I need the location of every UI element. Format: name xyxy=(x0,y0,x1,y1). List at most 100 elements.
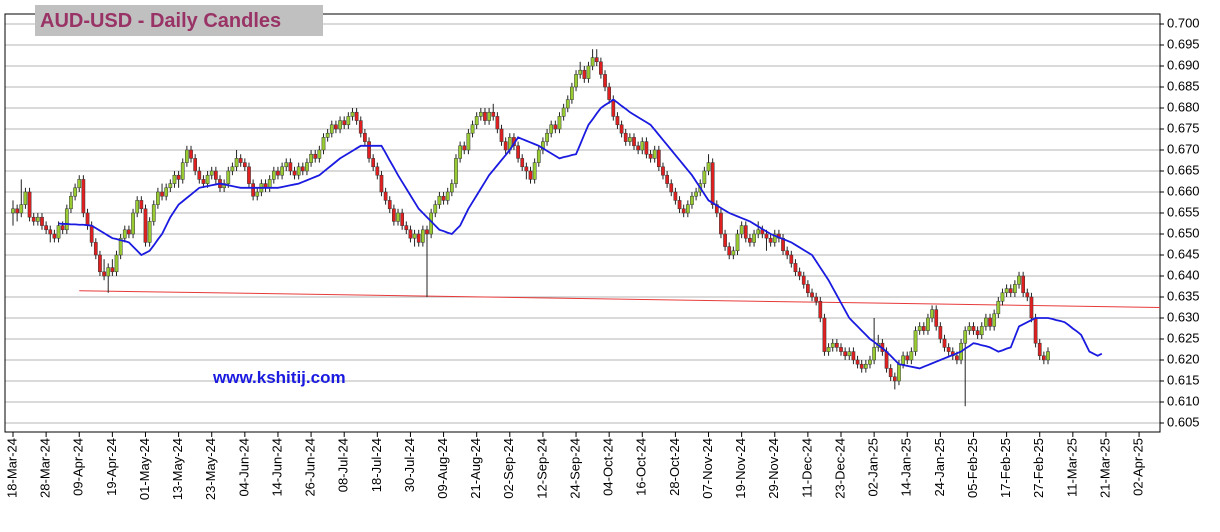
candle-body xyxy=(445,191,450,201)
chart-title: AUD-USD - Daily Candles xyxy=(40,10,281,32)
x-tick-label: 26-Jun-24 xyxy=(303,438,318,497)
candle-body xyxy=(1021,275,1026,294)
candle-body xyxy=(168,183,173,189)
candle-body xyxy=(847,351,852,357)
x-tick-label: 19-Nov-24 xyxy=(733,438,748,499)
candle-body xyxy=(11,208,15,214)
candle-body xyxy=(338,120,342,130)
candle-body xyxy=(685,204,690,214)
y-tick-label: 0.685 xyxy=(1167,78,1200,93)
candle-body xyxy=(640,141,645,151)
x-tick-label: 16-Oct-24 xyxy=(634,438,649,496)
candle-body xyxy=(843,351,847,357)
trendline xyxy=(79,290,1161,308)
candle-body xyxy=(789,254,794,264)
candle-body xyxy=(644,141,649,155)
marks xyxy=(11,49,1161,407)
x-tick-label: 23-May-24 xyxy=(203,438,218,500)
candle-body xyxy=(474,116,479,126)
watermark: www.kshitij.com xyxy=(212,368,346,387)
candle-body xyxy=(176,174,181,180)
candle-body xyxy=(292,170,297,176)
x-tick-label: 24-Sep-24 xyxy=(567,438,582,499)
y-tick-label: 0.665 xyxy=(1167,162,1200,177)
candle-body xyxy=(425,229,429,235)
candle-body xyxy=(901,355,905,365)
candle-body xyxy=(441,195,446,201)
candle-body xyxy=(363,132,367,142)
candle-body xyxy=(772,233,777,243)
candle-body xyxy=(545,132,549,142)
candle-body xyxy=(814,296,819,302)
candle-body xyxy=(806,284,810,294)
y-tick-label: 0.625 xyxy=(1167,330,1200,345)
candle-body xyxy=(785,250,790,256)
candle-body xyxy=(214,170,218,180)
candle-body xyxy=(193,158,198,172)
y-tick-label: 0.675 xyxy=(1167,120,1200,135)
x-tick-label: 02-Apr-25 xyxy=(1131,438,1146,496)
candle-body xyxy=(396,212,400,222)
candle-body xyxy=(851,351,856,361)
candle-body xyxy=(669,183,674,193)
candle-body xyxy=(185,149,189,163)
candle-body xyxy=(565,99,570,109)
candle-body xyxy=(238,158,243,163)
y-tick-label: 0.645 xyxy=(1167,246,1200,261)
y-tick-label: 0.615 xyxy=(1167,372,1200,387)
x-tick-label: 27-Feb-25 xyxy=(1031,438,1046,498)
candle-body xyxy=(416,233,421,243)
x-tick-label: 08-Jul-24 xyxy=(336,438,351,492)
y-tick-label: 0.630 xyxy=(1167,309,1200,324)
candle-body xyxy=(143,208,148,243)
y-tick-label: 0.640 xyxy=(1167,267,1200,282)
candle-body xyxy=(433,204,438,214)
x-tick-label: 02-Sep-24 xyxy=(501,438,516,499)
candle-body xyxy=(594,57,599,63)
candle-body xyxy=(15,208,19,214)
candle-body xyxy=(541,141,545,151)
candle-body xyxy=(449,183,454,193)
candle-body xyxy=(863,363,868,369)
candle-body xyxy=(748,237,752,243)
x-tick-label: 21-Aug-24 xyxy=(468,438,483,499)
candle-body xyxy=(408,229,413,239)
y-tick-label: 0.650 xyxy=(1167,225,1200,240)
candle-body xyxy=(632,137,636,147)
candle-body xyxy=(570,86,574,100)
candle-body xyxy=(317,149,322,159)
candle-body xyxy=(971,326,976,331)
y-tick-label: 0.610 xyxy=(1167,393,1200,408)
candle-body xyxy=(992,313,997,327)
candle-body xyxy=(752,233,756,243)
candle-body xyxy=(690,195,694,205)
candle-body xyxy=(288,162,293,172)
candle-body xyxy=(615,116,620,126)
candle-body xyxy=(665,174,669,184)
candle-body xyxy=(44,225,48,231)
candle-body xyxy=(826,347,831,352)
candle-body xyxy=(975,330,980,336)
candle-body xyxy=(1042,355,1046,361)
candle-body xyxy=(230,166,235,172)
x-tick-label: 14-Jan-25 xyxy=(899,438,914,497)
candle-body xyxy=(296,166,301,176)
x-tick-label: 17-Feb-25 xyxy=(998,438,1013,498)
candle-body xyxy=(536,149,541,163)
candle-body xyxy=(872,347,876,361)
candle-body xyxy=(859,363,864,369)
candle-body xyxy=(189,149,193,159)
candle-body xyxy=(313,153,318,159)
candle-body xyxy=(673,191,678,201)
candle-body xyxy=(478,111,483,117)
candle-body xyxy=(892,376,897,382)
y-tick-label: 0.700 xyxy=(1167,15,1200,30)
candle-body xyxy=(1008,288,1013,294)
candle-body xyxy=(917,326,922,331)
candle-body xyxy=(122,229,127,239)
candle-body xyxy=(118,237,123,256)
candle-body xyxy=(400,212,405,226)
candle-body xyxy=(102,271,106,277)
candle-body xyxy=(835,342,839,348)
